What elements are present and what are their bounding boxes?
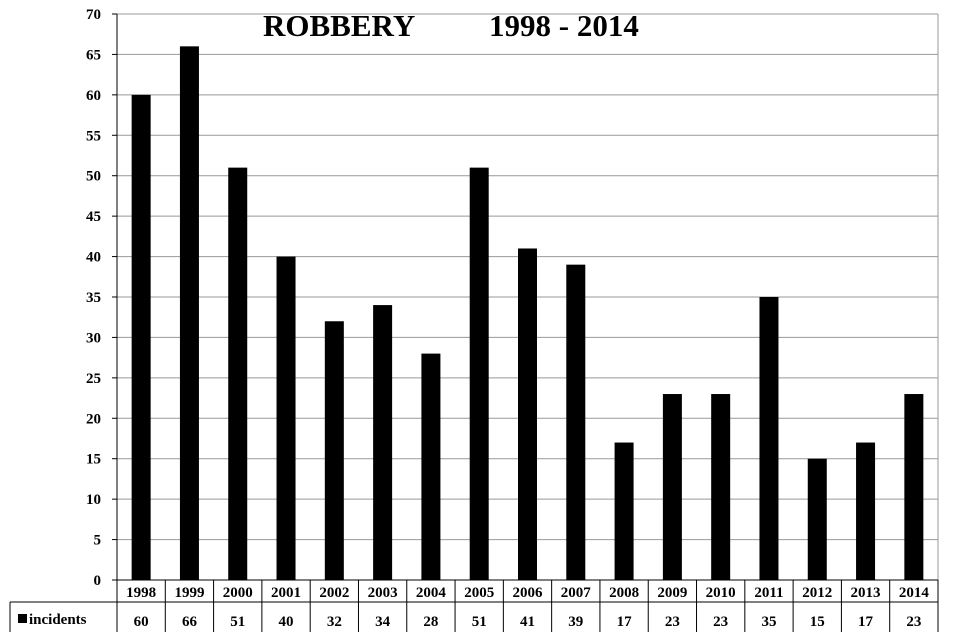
data-label: 51 — [230, 614, 245, 630]
bar — [276, 256, 296, 580]
x-category-label: 2000 — [223, 585, 253, 601]
x-category-label: 1999 — [174, 585, 204, 601]
bar — [807, 458, 827, 580]
x-category-label: 2007 — [561, 585, 592, 601]
x-category-label: 2013 — [851, 585, 881, 601]
data-label: 66 — [182, 614, 198, 630]
bar — [324, 321, 344, 580]
bar — [131, 94, 151, 580]
axes — [112, 13, 939, 581]
bar — [469, 167, 489, 580]
y-tick-label: 70 — [86, 7, 101, 23]
chart-title: ROBBERY — [263, 8, 415, 43]
data-label: 15 — [810, 614, 825, 630]
data-label: 39 — [568, 614, 583, 630]
y-tick-label: 0 — [94, 573, 102, 589]
data-label: 35 — [761, 614, 776, 630]
bar — [518, 248, 537, 580]
data-label: 41 — [520, 614, 535, 630]
data-label: 23 — [713, 614, 728, 630]
y-tick-label: 10 — [86, 492, 101, 508]
data-label: 28 — [423, 614, 438, 630]
bar — [228, 167, 248, 580]
x-category-label: 2009 — [657, 585, 687, 601]
bar — [421, 353, 441, 580]
y-tick-label: 65 — [86, 47, 101, 63]
x-category-label: 2002 — [319, 585, 349, 601]
x-category-label: 2001 — [271, 585, 301, 601]
chart-subtitle: 1998 - 2014 — [489, 8, 639, 43]
y-tick-label: 60 — [86, 88, 101, 104]
y-tick-label: 25 — [86, 371, 101, 387]
x-category-label: 2005 — [464, 585, 494, 601]
y-tick-labels: 0 5 10 15 20 25 30 35 40 45 50 55 60 65 70 — [86, 7, 101, 589]
bar — [614, 442, 634, 580]
data-table: 1998 60 1999 66 2000 51 2001 40 2002 32 2003 34 2004… — [9, 580, 939, 632]
bar — [904, 394, 924, 580]
data-label: 34 — [375, 614, 391, 630]
x-category-label: 1998 — [126, 585, 156, 601]
bar — [662, 394, 682, 580]
y-tick-label: 30 — [86, 330, 101, 346]
y-tick-label: 55 — [86, 128, 101, 144]
bar — [373, 305, 393, 580]
bars — [131, 46, 924, 581]
x-category-label: 2012 — [802, 585, 832, 601]
x-category-label: 2014 — [899, 585, 930, 601]
x-category-label: 2004 — [416, 585, 447, 601]
x-category-label: 2011 — [754, 585, 783, 601]
y-tick-label: 20 — [86, 411, 101, 427]
y-tick-label: 40 — [86, 250, 101, 266]
bar — [856, 442, 876, 580]
bar — [566, 264, 586, 580]
bar — [711, 394, 731, 580]
x-category-label: 2008 — [609, 585, 639, 601]
y-tick-label: 15 — [86, 452, 101, 468]
data-label: 23 — [665, 614, 680, 630]
legend-key — [18, 614, 27, 623]
data-label: 60 — [134, 614, 149, 630]
bar — [759, 297, 779, 580]
x-category-label: 2003 — [368, 585, 398, 601]
y-tick-label: 50 — [86, 169, 101, 185]
data-label: 17 — [858, 614, 874, 630]
y-tick-label: 5 — [94, 533, 102, 549]
bar — [179, 46, 199, 581]
data-label: 51 — [472, 614, 487, 630]
y-tick-label: 35 — [86, 290, 101, 306]
x-category-label: 2006 — [513, 585, 544, 601]
data-label: 40 — [279, 614, 294, 630]
data-label: 17 — [617, 614, 633, 630]
data-label: 23 — [906, 614, 921, 630]
y-tick-label: 45 — [86, 209, 101, 225]
legend-label: incidents — [29, 612, 87, 628]
x-category-label: 2010 — [706, 585, 736, 601]
data-label: 32 — [327, 614, 342, 630]
